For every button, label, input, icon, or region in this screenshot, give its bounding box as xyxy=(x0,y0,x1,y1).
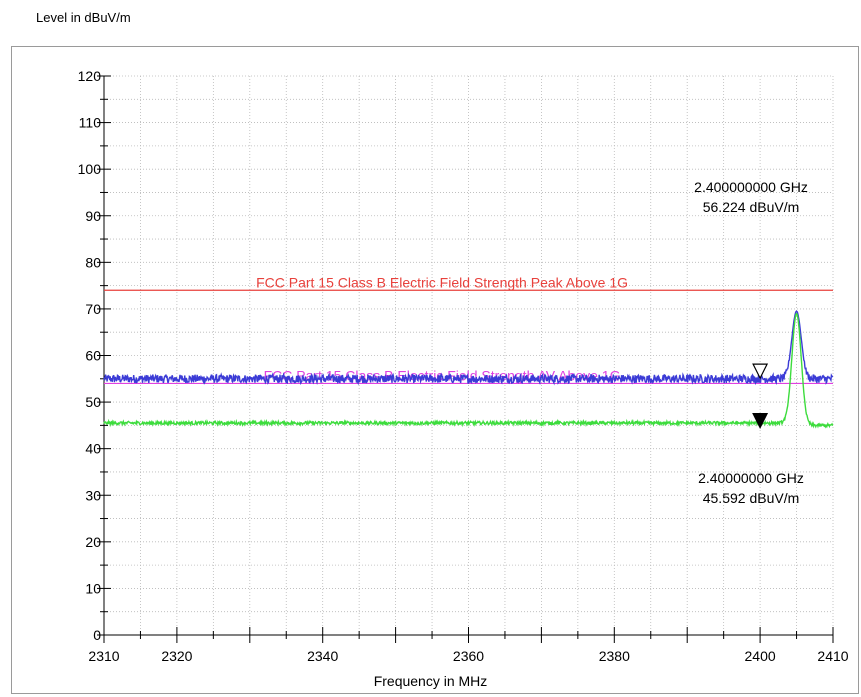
y-tick-label: 80 xyxy=(85,254,101,270)
x-tick-label: 2380 xyxy=(599,648,630,664)
x-tick-label: 2360 xyxy=(453,648,484,664)
tick-labels: 0 10 20 30 40 50 60 70 80 90 100 110 120 2310 2320 2340… xyxy=(78,68,849,664)
marker-freq-label-0: 2.400000000 GHz xyxy=(694,179,808,195)
y-tick-label: 110 xyxy=(79,115,102,131)
y-tick-label: 70 xyxy=(85,301,101,317)
axes xyxy=(97,75,834,643)
x-tick-label: 2340 xyxy=(307,648,338,664)
x-tick-label: 2320 xyxy=(161,648,192,664)
y-tick-label: 0 xyxy=(93,627,101,643)
y-tick-label: 60 xyxy=(85,348,101,364)
marker-1 xyxy=(752,413,769,429)
y-tick-label: 120 xyxy=(78,68,102,84)
marker-level-label-0: 56.224 dBuV/m xyxy=(703,199,800,215)
y-tick-label: 90 xyxy=(85,208,101,224)
marker-level-label-1: 45.592 dBuV/m xyxy=(703,490,800,506)
y-tick-label: 40 xyxy=(85,441,101,457)
x-axis-label: Frequency in MHz xyxy=(373,673,488,689)
y-tick-label: 30 xyxy=(85,487,101,503)
grid-lines xyxy=(103,75,834,636)
trace-series-0 xyxy=(103,310,833,386)
trace-series-1 xyxy=(103,312,834,429)
y-tick-label: 10 xyxy=(85,580,101,596)
y-tick-label: 100 xyxy=(78,161,102,177)
y-axis-label: Level in dBuV/m xyxy=(36,10,131,25)
y-tick-label: 50 xyxy=(85,394,101,410)
marker-0 xyxy=(752,363,769,380)
traces xyxy=(103,310,834,429)
x-tick-label: 2410 xyxy=(817,648,848,664)
y-tick-label: 20 xyxy=(85,534,101,550)
limit-line-label-0: FCC Part 15 Class B Electric Field Stren… xyxy=(256,274,628,290)
x-tick-label: 2400 xyxy=(745,648,776,664)
chart-frame xyxy=(11,46,859,694)
markers: 2.400000000 GHz 56.224 dBuV/m 2.40000000 G… xyxy=(694,179,808,506)
marker-freq-label-1: 2.40000000 GHz xyxy=(698,470,804,486)
x-tick-label: 2310 xyxy=(88,648,119,664)
